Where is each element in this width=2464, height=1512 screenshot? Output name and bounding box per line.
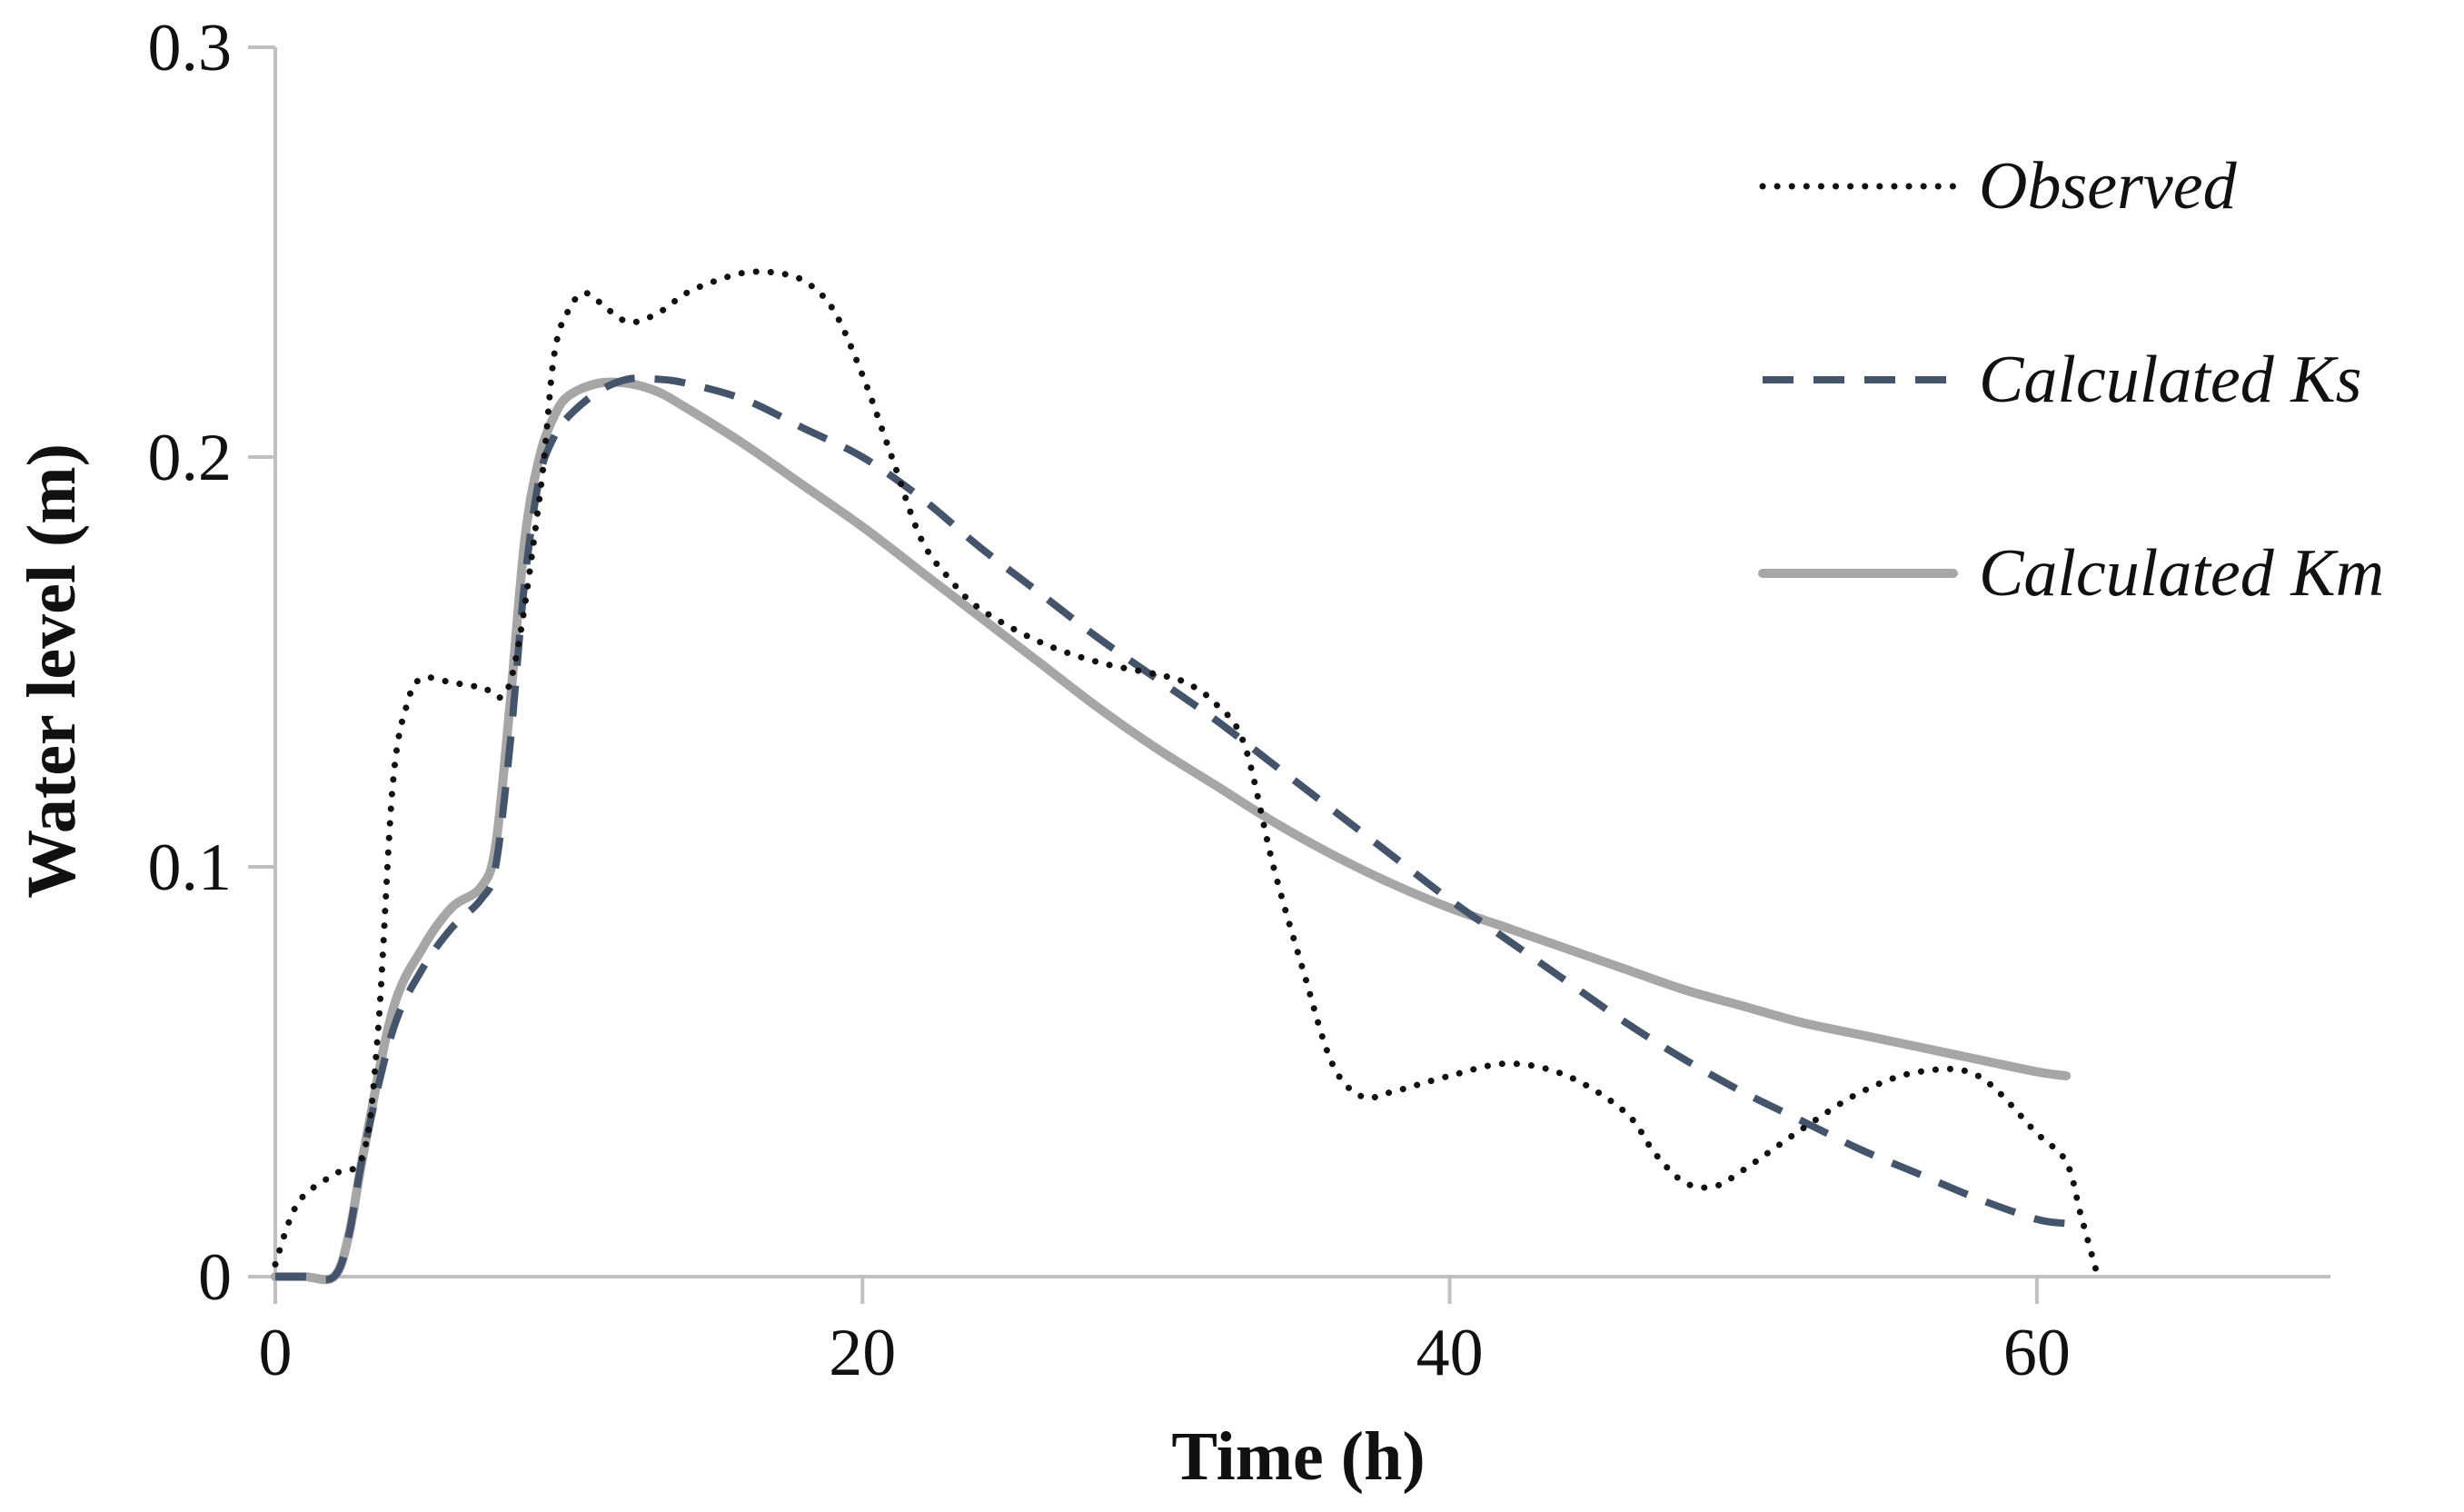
y-tick-label: 0.2: [148, 421, 233, 495]
x-axis-title: Time (h): [1171, 1418, 1425, 1495]
series-line-calculated-ks: [275, 374, 2067, 1284]
legend: Observed Calculated Ks Calculated Km: [1758, 149, 2384, 611]
y-tick-label: 0: [198, 1240, 232, 1315]
x-tick-label: 40: [1416, 1316, 1484, 1390]
y-tick-label: 0.3: [148, 11, 233, 85]
series-line-observed: [272, 268, 2099, 1272]
y-tick-label: 0.1: [148, 831, 233, 905]
series-line-calculated-km: [271, 377, 2072, 1285]
legend-label: Calculated Km: [1979, 536, 2384, 611]
y-axis-title: Water level (m): [14, 443, 90, 899]
x-tick-label: 20: [829, 1316, 896, 1390]
x-ticks: 0 20 40 60: [259, 1277, 2071, 1390]
legend-label: Observed: [1979, 149, 2238, 224]
legend-label: Calculated Ks: [1979, 343, 2361, 417]
series-layer: [271, 268, 2099, 1285]
chart-axes: 0 0.1 0.2 0.3 0 20 40 60: [148, 11, 2330, 1390]
y-ticks: 0 0.1 0.2 0.3: [148, 11, 275, 1315]
x-tick-label: 60: [2003, 1316, 2071, 1390]
x-tick-label: 0: [259, 1316, 293, 1390]
